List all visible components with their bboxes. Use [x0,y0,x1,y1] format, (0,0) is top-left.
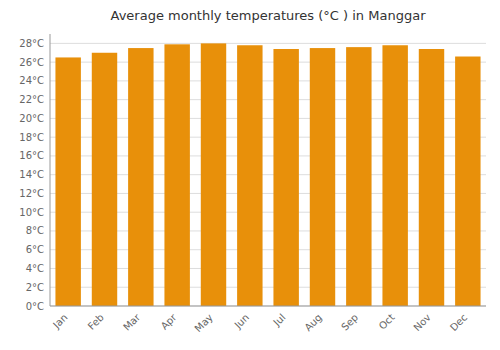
x-axis-line [50,306,486,307]
bar [382,45,407,306]
y-tick-label: 2°C [26,282,44,293]
y-tick-label: 12°C [19,188,44,199]
bar [346,47,371,306]
bar [455,57,480,306]
y-tick-label: 4°C [26,263,44,274]
x-tick-label: Jul [271,312,288,329]
x-tick-label: Oct [377,312,397,332]
x-tick-label: Nov [411,312,433,334]
y-tick-label: 8°C [26,225,44,236]
x-tick-label: May [193,312,215,334]
y-tick-label: 26°C [19,57,44,68]
bar [92,53,117,306]
bar [55,57,80,306]
y-tick-label: 10°C [19,207,44,218]
title: Average monthly temperatures (°C ) in Ma… [111,8,427,23]
y-tick-label: 20°C [19,113,44,124]
chart: Average monthly temperatures (°C ) in Ma… [0,0,500,350]
y-tick-label: 16°C [19,150,44,161]
x-tick-label: Aug [302,312,324,334]
x-tick-label: Jun [232,312,252,332]
x-tick-label: Feb [86,312,106,332]
bar [237,45,262,306]
y-tick-label: 14°C [19,169,44,180]
bars [55,43,480,306]
bar [201,43,226,306]
y-tick-label: 28°C [19,38,44,49]
y-axis-line [50,34,51,306]
bar [310,48,335,306]
y-tick-label: 24°C [19,75,44,86]
x-tick-label: Mar [121,311,143,333]
grid [50,43,486,306]
x-tick-label: Dec [448,312,469,333]
bar [273,49,298,306]
x-tick-label: Sep [339,312,360,333]
y-tick-label: 6°C [26,244,44,255]
bar [419,49,444,306]
bar [164,44,189,306]
x-tick-label: Apr [159,311,180,332]
y-tick-label: 18°C [19,132,44,143]
chart-container: Average monthly temperatures (°C ) in Ma… [0,0,500,350]
bar [128,48,153,306]
y-tick-label: 22°C [19,94,44,105]
y-tick-label: 0°C [26,301,44,312]
grid-line [50,43,486,44]
grid-line [50,306,486,307]
x-tick-label: Jan [50,312,69,331]
